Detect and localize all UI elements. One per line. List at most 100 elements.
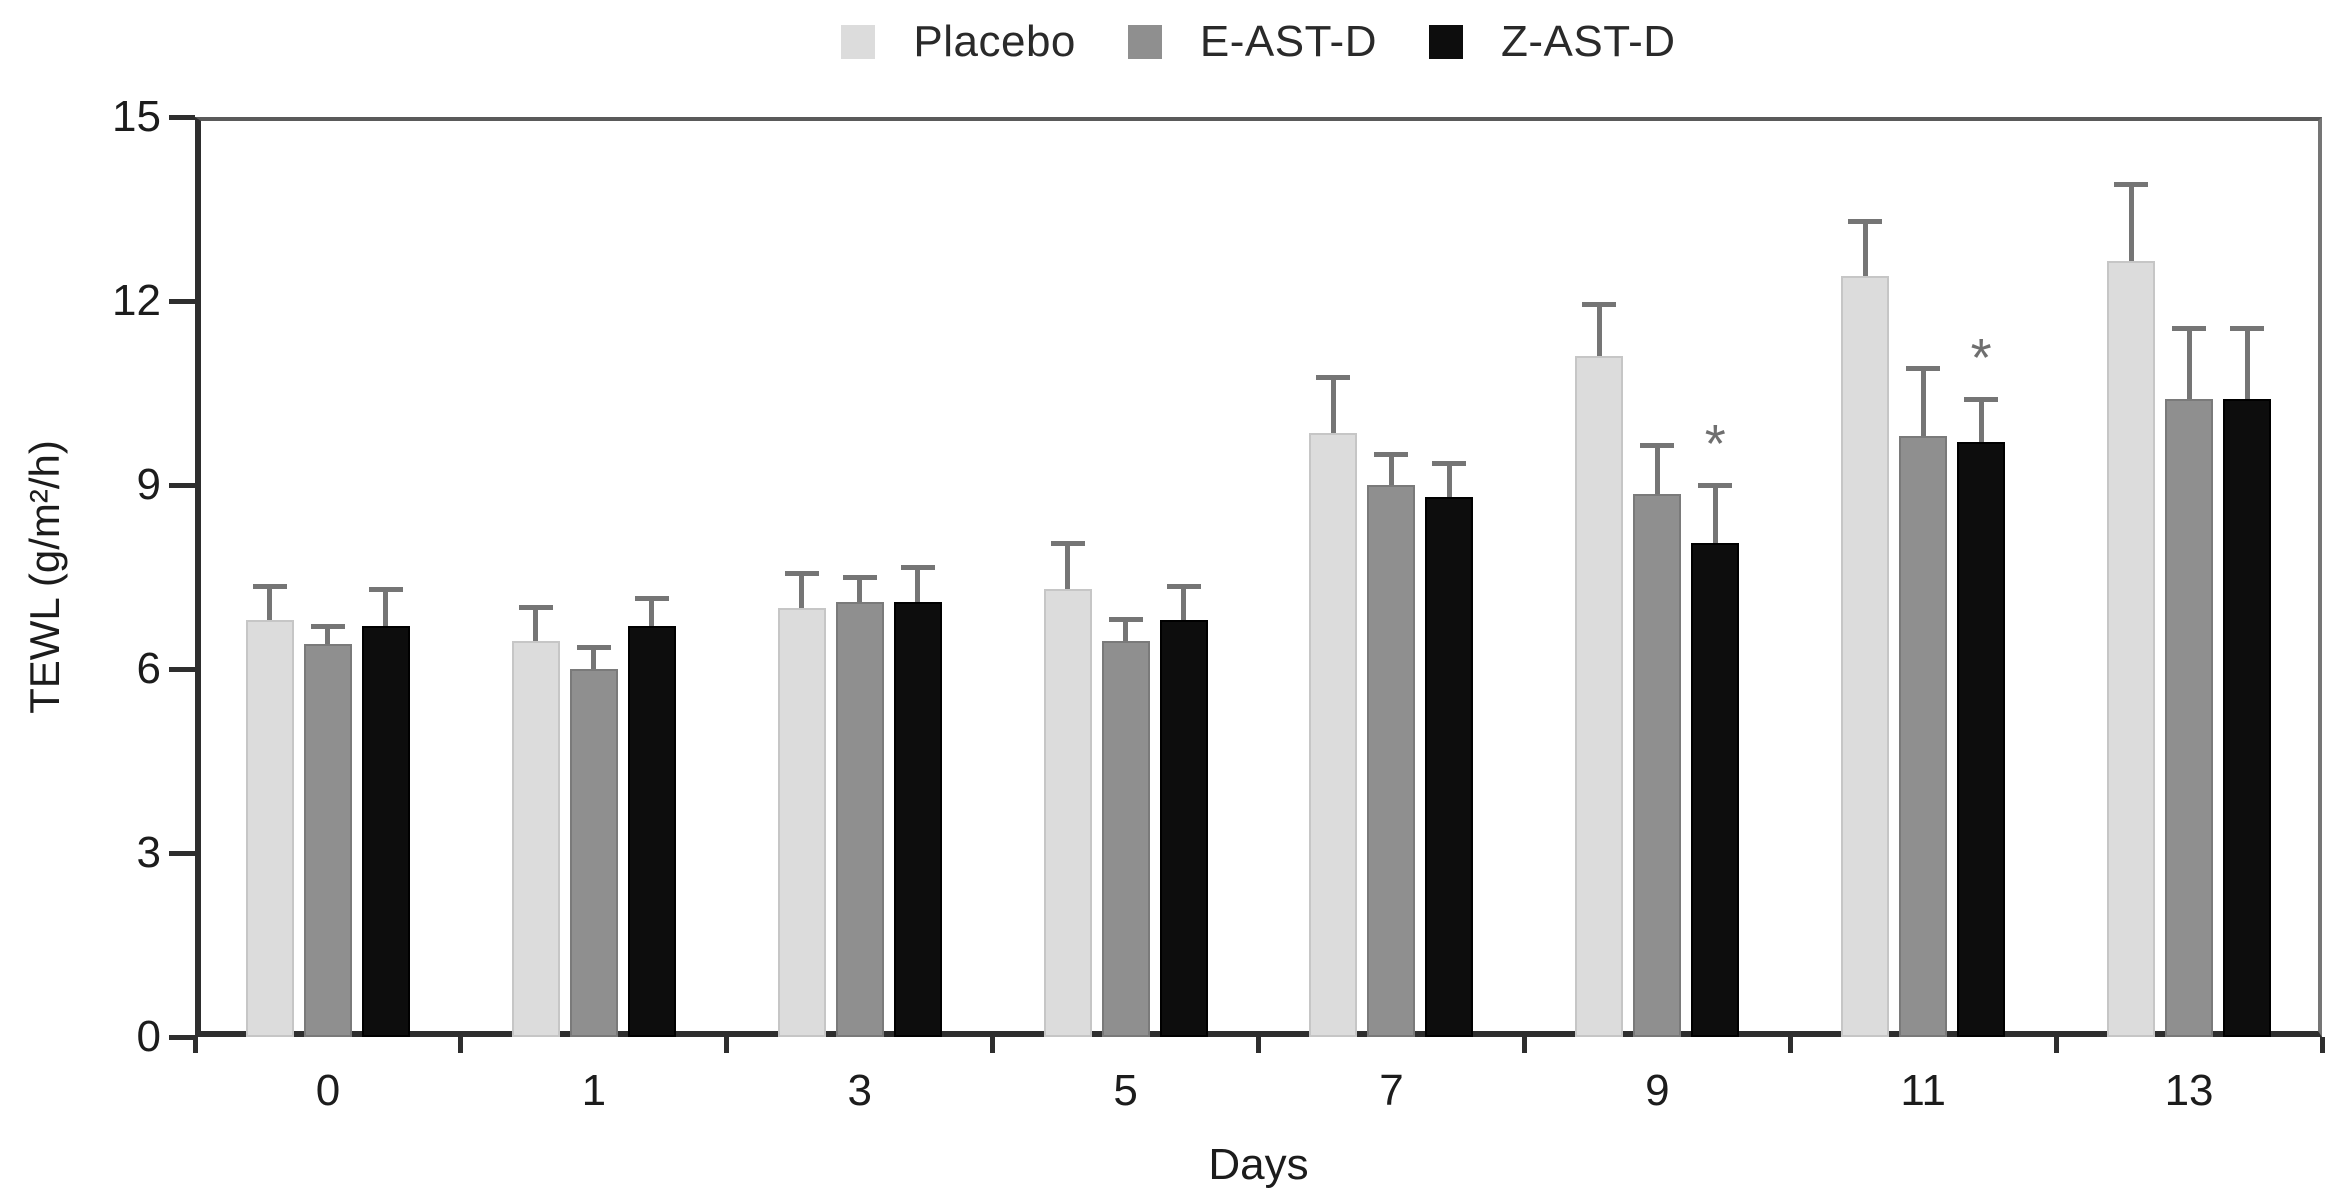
x-axis-tick — [2319, 1037, 2325, 1053]
error-bar-stem — [1862, 221, 1868, 277]
x-category-label-7: 7 — [1379, 1066, 1404, 1115]
bar-e-ast-d-day-3 — [835, 601, 884, 1037]
bar-e-ast-d-day-9 — [1633, 494, 1682, 1037]
y-axis-tick — [169, 1034, 195, 1040]
error-bar-stem — [1712, 485, 1718, 544]
error-bar-cap — [1316, 375, 1351, 381]
legend-label: Z-AST-D — [1500, 17, 1676, 66]
error-bar-cap — [1582, 301, 1617, 307]
x-axis-tick — [192, 1037, 198, 1053]
y-axis-title: TEWL (g/m²/h) — [0, 117, 100, 1037]
x-axis-tick — [724, 1037, 730, 1053]
error-bar-cap — [368, 586, 403, 592]
error-bar-cap — [1964, 396, 1999, 402]
error-bar-stem — [2186, 328, 2192, 400]
x-category-label-9: 9 — [1645, 1066, 1670, 1115]
error-bar-cap — [900, 565, 935, 571]
error-bar-stem — [1181, 586, 1187, 620]
error-bar-cap — [1698, 482, 1733, 488]
x-axis-title: Days — [1208, 1140, 1309, 1189]
bar-placebo-day-13 — [2107, 261, 2156, 1037]
x-category-label-1: 1 — [581, 1066, 607, 1115]
error-bar-stem — [649, 598, 655, 627]
bar-placebo-day-9 — [1575, 356, 1624, 1037]
legend-label: Placebo — [913, 17, 1076, 66]
x-category-label-5: 5 — [1113, 1066, 1138, 1115]
bar-e-ast-d-day-5 — [1101, 641, 1150, 1037]
bar-e-ast-d-day-11 — [1899, 435, 1948, 1037]
error-bar-stem — [533, 607, 539, 642]
bar-z-ast-d-day-11 — [1957, 442, 2006, 1037]
error-bar-stem — [325, 626, 331, 645]
y-tick-label: 3 — [136, 828, 161, 877]
error-bar-cap — [634, 595, 669, 601]
y-axis-tick — [169, 666, 195, 672]
x-category-label-13: 13 — [2164, 1066, 2214, 1115]
error-bar-cap — [518, 605, 553, 611]
bar-e-ast-d-day-7 — [1367, 485, 1416, 1037]
error-bar-cap — [1432, 461, 1467, 467]
y-tick-label: 0 — [136, 1012, 161, 1061]
error-bar-stem — [799, 573, 805, 608]
y-tick-label: 6 — [136, 644, 161, 693]
error-bar-cap — [1050, 540, 1085, 546]
error-bar-cap — [2114, 181, 2149, 187]
error-bar-stem — [383, 589, 389, 627]
bar-z-ast-d-day-5 — [1159, 619, 1208, 1037]
error-bar-cap — [1166, 583, 1201, 589]
error-bar-cap — [1640, 442, 1675, 448]
legend: Placebo E-AST-D Z-AST-D — [195, 14, 2322, 70]
error-bar-cap — [310, 623, 345, 629]
legend-item-e-ast-d: E-AST-D — [1127, 17, 1377, 66]
bar-z-ast-d-day-0 — [361, 626, 410, 1037]
significance-asterisk: * — [1970, 328, 1992, 389]
legend-item-z-ast-d: Z-AST-D — [1428, 17, 1676, 66]
error-bar-stem — [1596, 304, 1602, 357]
bar-z-ast-d-day-1 — [627, 626, 676, 1037]
y-axis-tick — [169, 850, 195, 856]
error-bar-stem — [1330, 377, 1336, 433]
y-axis-tick — [169, 482, 195, 488]
x-axis-tick — [1521, 1037, 1527, 1053]
x-category-label-3: 3 — [847, 1066, 872, 1115]
error-bar-cap — [576, 645, 611, 651]
legend-item-placebo: Placebo — [841, 20, 1076, 64]
significance-asterisk: * — [1704, 414, 1726, 474]
bar-placebo-day-7 — [1309, 432, 1358, 1037]
error-bar-cap — [842, 574, 877, 580]
x-axis-tick — [2053, 1037, 2059, 1053]
legend-swatch-icon — [1127, 25, 1162, 59]
bar-z-ast-d-day-3 — [893, 601, 942, 1037]
error-bar-cap — [1848, 218, 1883, 224]
y-axis-tick — [169, 298, 195, 304]
error-bar-stem — [1065, 543, 1071, 590]
error-bar-cap — [252, 583, 287, 589]
legend-swatch-icon — [1428, 25, 1463, 59]
bar-z-ast-d-day-9 — [1691, 543, 1740, 1037]
bar-placebo-day-1 — [511, 641, 560, 1037]
error-bar-stem — [1388, 454, 1394, 485]
legend-label: E-AST-D — [1199, 17, 1377, 66]
error-bar-stem — [915, 567, 921, 602]
bar-e-ast-d-day-1 — [569, 669, 618, 1037]
error-bar-cap — [1906, 365, 1941, 371]
bar-placebo-day-5 — [1043, 589, 1092, 1037]
error-bar-stem — [2128, 184, 2134, 262]
x-axis-tick — [990, 1037, 996, 1053]
bar-placebo-day-11 — [1841, 276, 1890, 1037]
error-bar-stem — [2244, 328, 2250, 400]
error-bar-stem — [1978, 399, 1984, 443]
bar-placebo-day-0 — [245, 619, 294, 1037]
y-tick-label: 12 — [112, 276, 161, 325]
x-category-label-0: 0 — [315, 1066, 341, 1115]
error-bar-stem — [1920, 368, 1926, 436]
error-bar-stem — [1654, 445, 1660, 495]
error-bar-stem — [857, 577, 863, 602]
x-axis-tick — [1787, 1037, 1793, 1053]
error-bar-cap — [1108, 617, 1143, 623]
error-bar-stem — [591, 647, 597, 669]
bar-e-ast-d-day-13 — [2165, 399, 2214, 1037]
error-bar-cap — [1374, 451, 1409, 457]
error-bar-stem — [1446, 463, 1452, 498]
